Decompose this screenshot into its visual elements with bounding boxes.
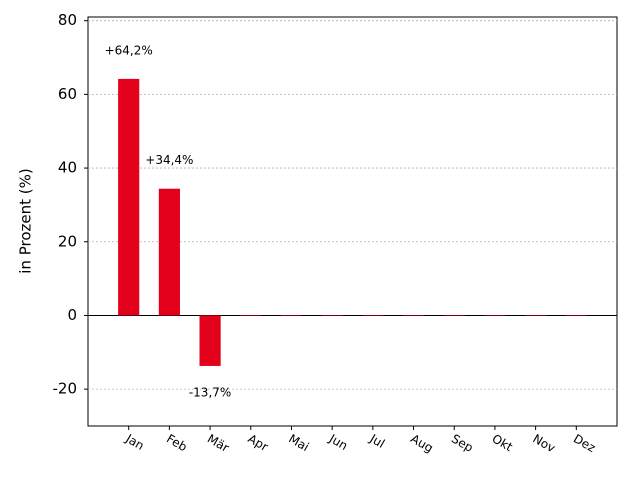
y-tick-label: 0 — [67, 306, 77, 324]
y-tick-label: 60 — [58, 85, 77, 103]
bar — [321, 315, 343, 316]
bar — [118, 78, 140, 316]
x-tick-label: Jul — [367, 431, 387, 451]
bar — [158, 188, 180, 316]
x-tick-label: Mai — [286, 432, 311, 455]
bar — [280, 315, 303, 316]
x-tick-label: Aug — [408, 432, 435, 456]
x-tick-label: Apr — [246, 432, 271, 455]
bar — [402, 315, 425, 316]
y-axis-label: in Prozent (%) — [17, 168, 35, 273]
x-tick-label: Mär — [205, 432, 232, 455]
plot-frame — [87, 16, 618, 427]
value-label: +64,2% — [105, 43, 153, 57]
x-tick-label: Feb — [164, 432, 189, 455]
y-tick-label: -20 — [53, 380, 78, 398]
y-tick-label: 20 — [58, 232, 77, 250]
x-tick-label: Nov — [530, 432, 557, 456]
x-tick-label: Dez — [571, 432, 598, 456]
value-label: -13,7% — [189, 385, 231, 399]
value-label: +34,4% — [145, 153, 193, 167]
x-tick-label: Okt — [490, 432, 516, 455]
bar — [199, 315, 221, 366]
bar — [443, 315, 465, 316]
bar — [240, 315, 262, 316]
x-tick-label: Jun — [326, 431, 350, 453]
x-tick-label: Jan — [123, 431, 147, 453]
y-tick-label: 40 — [58, 159, 77, 177]
bar — [362, 315, 384, 316]
bar — [565, 315, 587, 316]
x-tick-label: Sep — [449, 432, 476, 455]
bar — [484, 315, 506, 316]
bar — [525, 315, 547, 316]
y-tick-label: 80 — [58, 11, 77, 29]
